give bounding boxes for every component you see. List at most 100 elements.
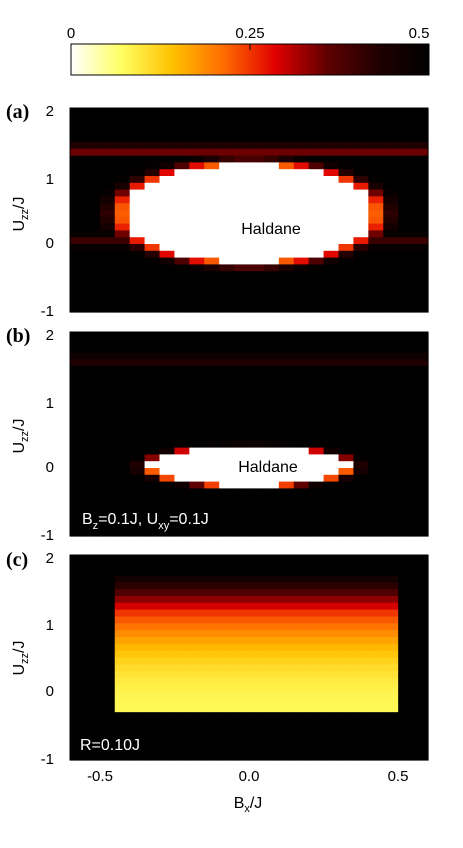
heatmap-cell bbox=[383, 108, 399, 116]
heatmap-cell bbox=[144, 508, 161, 517]
heatmap-cell bbox=[323, 230, 340, 238]
heatmap-cell bbox=[114, 468, 131, 476]
heatmap-cell bbox=[383, 264, 399, 272]
heatmap-cell bbox=[383, 284, 399, 293]
heatmap-cell bbox=[293, 216, 310, 225]
heatmap-cell bbox=[263, 582, 280, 590]
heatmap-cell bbox=[249, 386, 265, 394]
heatmap-cell bbox=[308, 338, 325, 347]
heatmap-cell bbox=[338, 561, 355, 570]
heatmap-cell bbox=[278, 128, 295, 136]
heatmap-cell bbox=[308, 257, 325, 265]
heatmap-cell bbox=[219, 529, 235, 537]
heatmap-cell bbox=[249, 148, 265, 157]
heatmap-cell bbox=[353, 732, 369, 741]
heatmap-cell bbox=[323, 291, 340, 299]
heatmap-cell bbox=[353, 589, 369, 597]
heatmap-cell bbox=[368, 468, 384, 476]
heatmap-cell bbox=[278, 169, 295, 177]
heatmap-cell bbox=[114, 162, 131, 170]
heatmap-cell bbox=[293, 386, 310, 394]
heatmap-cell bbox=[114, 223, 131, 231]
heatmap-cell bbox=[383, 643, 399, 652]
heatmap-cell bbox=[263, 345, 280, 353]
heatmap-cell bbox=[413, 210, 429, 218]
heatmap-cell bbox=[144, 753, 161, 761]
heatmap-cell bbox=[129, 691, 146, 700]
heatmap-cell bbox=[383, 461, 399, 469]
heatmap-cell bbox=[249, 515, 265, 523]
heatmap-cell bbox=[278, 529, 295, 537]
heatmap-cell bbox=[308, 568, 325, 577]
heatmap-cell bbox=[308, 386, 325, 394]
heatmap-cell bbox=[263, 522, 280, 530]
heatmap-cell bbox=[159, 176, 176, 184]
heatmap-cell bbox=[174, 712, 190, 720]
heatmap-cell bbox=[338, 434, 355, 442]
heatmap-cell bbox=[204, 725, 220, 734]
heatmap-cell bbox=[263, 298, 280, 306]
heatmap-cell bbox=[144, 338, 161, 347]
heatmap-cell bbox=[278, 244, 295, 252]
heatmap-cell bbox=[114, 359, 131, 367]
heatmap-cell bbox=[398, 630, 414, 638]
heatmap-cell bbox=[323, 216, 340, 225]
ytick-label: 2 bbox=[46, 550, 54, 567]
heatmap-cell bbox=[159, 488, 176, 496]
heatmap-cell bbox=[338, 366, 355, 374]
heatmap-cell bbox=[263, 719, 280, 727]
heatmap-cell bbox=[174, 753, 190, 761]
heatmap-cell bbox=[159, 291, 176, 299]
heatmap-cell bbox=[323, 616, 340, 624]
heatmap-cell bbox=[99, 596, 116, 604]
heatmap-cell bbox=[353, 244, 369, 252]
heatmap-cell bbox=[249, 623, 265, 631]
heatmap-cell bbox=[293, 468, 310, 476]
heatmap-cell bbox=[413, 725, 429, 734]
heatmap-cell bbox=[398, 602, 414, 611]
heatmap-cell bbox=[174, 189, 190, 197]
heatmap-cell bbox=[353, 237, 369, 245]
heatmap-cell bbox=[308, 712, 325, 720]
heatmap-cell bbox=[174, 575, 190, 583]
heatmap-cell bbox=[353, 379, 369, 387]
heatmap-cell bbox=[189, 379, 205, 387]
heatmap-cell bbox=[353, 250, 369, 259]
heatmap-cell bbox=[368, 568, 384, 577]
heatmap-cell bbox=[278, 725, 295, 734]
heatmap-cell bbox=[84, 495, 101, 503]
heatmap-cell bbox=[249, 753, 265, 761]
heatmap-cell bbox=[383, 121, 399, 129]
heatmap-cell bbox=[189, 474, 205, 483]
heatmap-cell bbox=[249, 746, 265, 754]
heatmap-cell bbox=[99, 529, 116, 537]
heatmap-cell bbox=[323, 575, 340, 583]
heatmap-cell bbox=[353, 420, 369, 428]
heatmap-cell bbox=[99, 244, 116, 252]
heatmap-cell bbox=[234, 678, 250, 686]
heatmap-cell bbox=[129, 176, 146, 184]
heatmap-cell bbox=[159, 698, 176, 706]
heatmap-cell bbox=[219, 678, 235, 686]
heatmap-cell bbox=[353, 427, 369, 435]
heatmap-cell bbox=[308, 366, 325, 374]
heatmap-cell bbox=[368, 155, 384, 163]
heatmap-cell bbox=[263, 434, 280, 442]
heatmap-cell bbox=[219, 162, 235, 170]
heatmap-cell bbox=[114, 474, 131, 483]
heatmap-cell bbox=[338, 121, 355, 129]
heatmap-cell bbox=[234, 719, 250, 727]
heatmap-cell bbox=[84, 637, 101, 645]
heatmap-cell bbox=[84, 298, 101, 306]
heatmap-cell bbox=[84, 488, 101, 496]
heatmap-cell bbox=[368, 189, 384, 197]
heatmap-cell bbox=[204, 128, 220, 136]
heatmap-cell bbox=[234, 616, 250, 624]
heatmap-cell bbox=[278, 413, 295, 421]
heatmap-cell bbox=[70, 719, 86, 727]
heatmap-cell bbox=[278, 135, 295, 143]
heatmap-cell bbox=[263, 684, 280, 693]
heatmap-cell bbox=[413, 189, 429, 197]
heatmap-cell bbox=[144, 379, 161, 387]
heatmap-cell bbox=[323, 406, 340, 415]
